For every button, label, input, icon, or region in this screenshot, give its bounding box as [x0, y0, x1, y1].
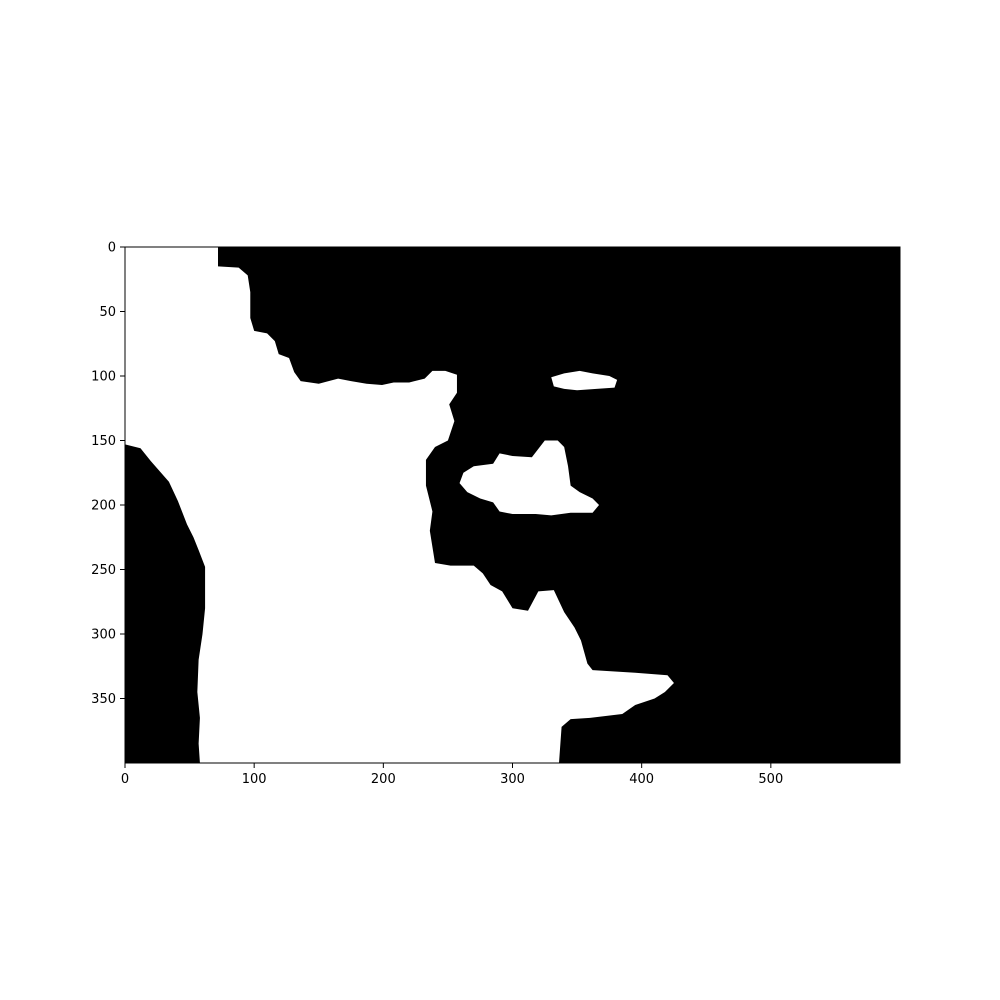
y-tick-label: 0 — [108, 241, 116, 256]
x-tick-label: 200 — [371, 772, 396, 787]
y-tick-label: 50 — [99, 305, 116, 320]
x-tick-label: 400 — [629, 772, 654, 787]
y-tick-label: 150 — [91, 434, 116, 449]
main-white-region — [125, 247, 674, 763]
mask-regions — [125, 247, 674, 763]
x-tick-label: 500 — [758, 772, 783, 787]
plot-area — [124, 246, 901, 764]
y-axis: 0 50 100 150 200 250 300 350 — [91, 241, 125, 707]
x-tick-label: 100 — [242, 772, 267, 787]
y-tick-label: 100 — [91, 370, 116, 385]
y-tick-label: 300 — [91, 628, 116, 643]
middle-blob — [459, 440, 600, 516]
x-tick-label: 300 — [500, 772, 525, 787]
y-tick-label: 200 — [91, 499, 116, 514]
y-tick-label: 350 — [91, 692, 116, 707]
x-axis: 0 100 200 300 400 500 — [121, 763, 783, 787]
y-tick-label: 250 — [91, 563, 116, 578]
x-tick-label: 0 — [121, 772, 129, 787]
upper-right-blob — [551, 370, 618, 391]
